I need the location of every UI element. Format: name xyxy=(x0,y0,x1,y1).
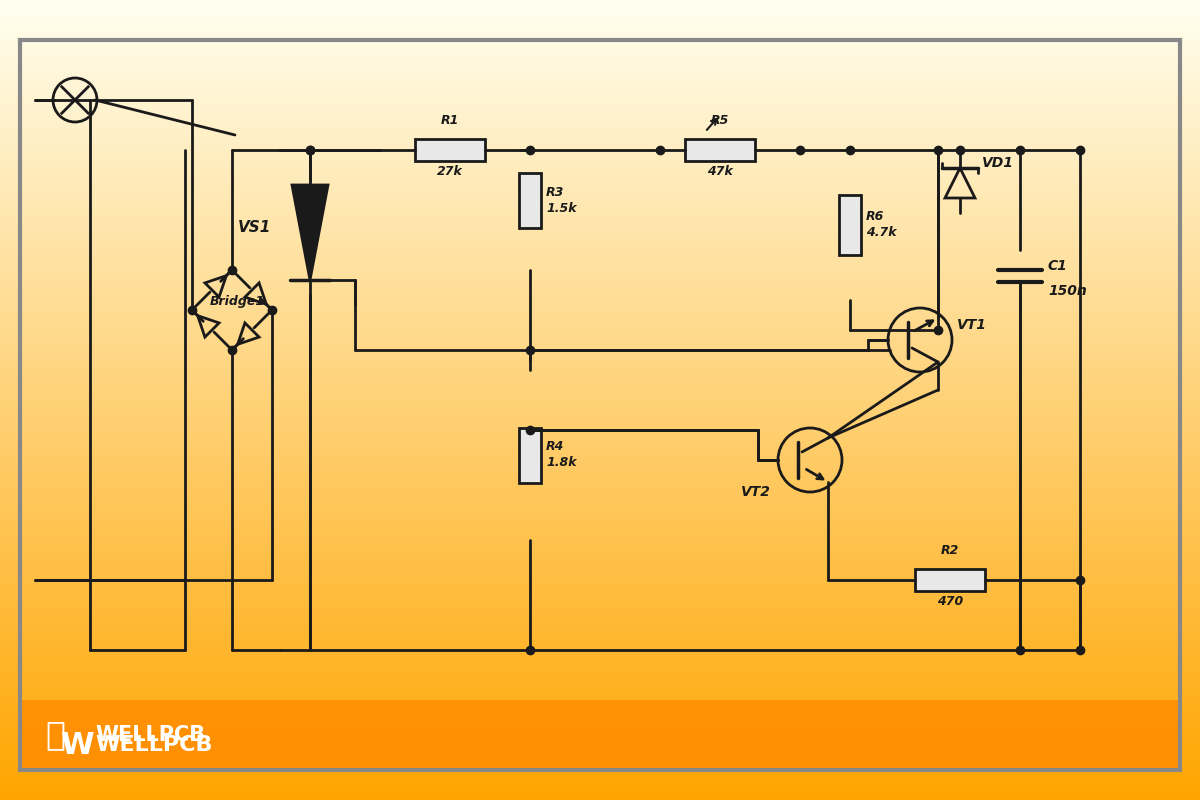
Text: 47k: 47k xyxy=(707,165,733,178)
Text: 150n: 150n xyxy=(1048,284,1087,298)
Text: 4.7k: 4.7k xyxy=(866,226,896,239)
Text: WELLPCB: WELLPCB xyxy=(95,725,205,745)
Polygon shape xyxy=(292,185,328,280)
FancyBboxPatch shape xyxy=(20,700,1180,770)
Text: Bridge1: Bridge1 xyxy=(210,295,264,309)
Text: R3: R3 xyxy=(546,186,564,198)
FancyBboxPatch shape xyxy=(916,569,985,591)
Text: R4: R4 xyxy=(546,441,564,454)
FancyBboxPatch shape xyxy=(839,195,862,255)
FancyBboxPatch shape xyxy=(415,139,485,161)
Text: VS1: VS1 xyxy=(239,220,271,235)
Text: R2: R2 xyxy=(941,544,959,557)
FancyBboxPatch shape xyxy=(685,139,755,161)
Text: C1: C1 xyxy=(1048,259,1068,273)
Text: VT1: VT1 xyxy=(958,318,986,332)
Text: R5: R5 xyxy=(710,114,730,127)
Text: VT2: VT2 xyxy=(742,485,770,499)
Text: R1: R1 xyxy=(440,114,460,127)
Text: VD1: VD1 xyxy=(982,156,1014,170)
Text: W: W xyxy=(60,730,94,759)
Text: Ⓦ: Ⓦ xyxy=(46,718,65,751)
FancyBboxPatch shape xyxy=(520,173,541,227)
Text: R6: R6 xyxy=(866,210,884,223)
Text: 470: 470 xyxy=(937,595,964,608)
FancyBboxPatch shape xyxy=(520,427,541,482)
Text: 27k: 27k xyxy=(437,165,463,178)
Text: WELLPCB: WELLPCB xyxy=(95,735,212,755)
Text: 1.5k: 1.5k xyxy=(546,202,577,214)
Text: 1.8k: 1.8k xyxy=(546,457,577,470)
